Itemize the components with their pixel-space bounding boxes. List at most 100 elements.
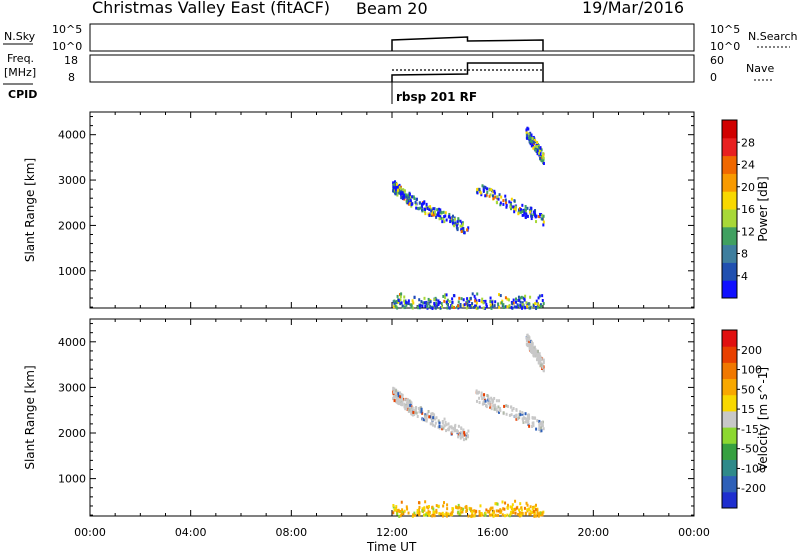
data-point xyxy=(541,424,544,428)
data-point xyxy=(405,505,408,509)
data-point xyxy=(541,365,544,369)
data-point xyxy=(428,208,431,212)
data-point xyxy=(497,197,500,201)
data-point xyxy=(481,402,484,406)
data-point xyxy=(474,304,477,308)
data-point xyxy=(417,407,420,411)
data-point xyxy=(435,302,438,306)
data-point xyxy=(430,412,433,416)
data-point xyxy=(424,513,427,517)
data-point xyxy=(418,505,421,509)
data-point xyxy=(446,507,449,511)
data-point xyxy=(403,397,406,401)
data-point xyxy=(523,416,526,420)
data-point xyxy=(493,407,496,411)
data-point xyxy=(460,228,463,232)
data-point xyxy=(425,511,428,515)
data-point xyxy=(532,210,535,214)
data-point xyxy=(422,301,425,305)
data-point xyxy=(542,158,545,162)
data-point xyxy=(410,405,413,409)
data-point xyxy=(499,294,502,298)
data-point xyxy=(450,511,453,515)
data-point xyxy=(532,509,535,513)
data-point xyxy=(400,402,403,406)
colorbar-segment xyxy=(722,209,737,228)
data-point xyxy=(409,202,412,206)
data-point xyxy=(529,142,532,146)
colorbar-tick-label: 200 xyxy=(741,344,762,357)
data-point xyxy=(518,511,521,515)
data-point xyxy=(441,220,444,224)
data-point xyxy=(499,409,502,413)
data-point xyxy=(464,505,467,509)
data-point xyxy=(478,305,481,309)
data-point xyxy=(396,395,399,399)
data-point xyxy=(436,208,439,212)
data-point xyxy=(535,358,538,362)
data-point xyxy=(537,361,540,365)
data-point xyxy=(403,306,406,310)
data-point xyxy=(443,299,446,303)
data-point xyxy=(541,217,544,221)
data-point xyxy=(489,405,492,409)
data-point xyxy=(452,306,455,310)
data-point xyxy=(515,297,518,301)
colorbar-frame xyxy=(721,329,738,509)
data-point xyxy=(521,303,524,307)
data-point xyxy=(457,503,460,507)
data-point xyxy=(476,292,479,296)
data-point xyxy=(456,220,459,224)
y-tick-label: 2000 xyxy=(58,219,86,232)
data-point xyxy=(534,302,537,306)
freq-panel: Freq. [MHz] 18 8 60 0 Nave xyxy=(3,52,774,85)
data-point xyxy=(462,428,465,432)
data-point xyxy=(542,427,545,431)
data-point xyxy=(430,207,433,211)
data-point xyxy=(524,294,527,298)
data-point xyxy=(508,413,511,417)
data-point xyxy=(427,506,430,510)
data-point xyxy=(521,301,524,305)
colorbar-segment xyxy=(722,443,737,460)
data-point xyxy=(410,305,413,309)
data-point xyxy=(458,296,461,300)
data-point xyxy=(514,414,517,418)
data-point xyxy=(485,302,488,306)
data-point xyxy=(393,190,396,194)
data-point xyxy=(528,302,531,306)
data-point xyxy=(393,183,396,187)
data-point xyxy=(424,500,427,504)
data-point xyxy=(451,219,454,223)
data-point xyxy=(399,191,402,195)
data-point xyxy=(499,509,502,513)
data-point xyxy=(460,426,463,430)
nsky-label: N.Sky xyxy=(4,30,36,43)
data-point xyxy=(481,397,484,401)
data-point xyxy=(460,229,463,233)
data-point xyxy=(491,305,494,309)
data-point xyxy=(429,205,432,209)
data-point xyxy=(481,297,484,301)
data-point xyxy=(540,429,543,433)
data-point xyxy=(393,301,396,305)
data-point xyxy=(444,214,447,218)
data-point xyxy=(436,213,439,217)
data-point xyxy=(407,401,410,405)
data-point xyxy=(425,301,428,305)
data-point xyxy=(491,194,494,198)
data-point xyxy=(510,405,513,409)
data-point xyxy=(528,134,531,138)
data-point xyxy=(399,514,402,518)
data-point xyxy=(535,427,538,431)
data-point xyxy=(442,504,445,508)
data-point xyxy=(535,514,538,518)
data-point xyxy=(495,409,498,413)
data-point xyxy=(407,193,410,197)
data-point xyxy=(414,200,417,204)
data-point xyxy=(504,198,507,202)
data-point xyxy=(480,394,483,398)
data-point xyxy=(478,513,481,517)
data-point xyxy=(531,424,534,428)
data-point xyxy=(487,510,490,514)
